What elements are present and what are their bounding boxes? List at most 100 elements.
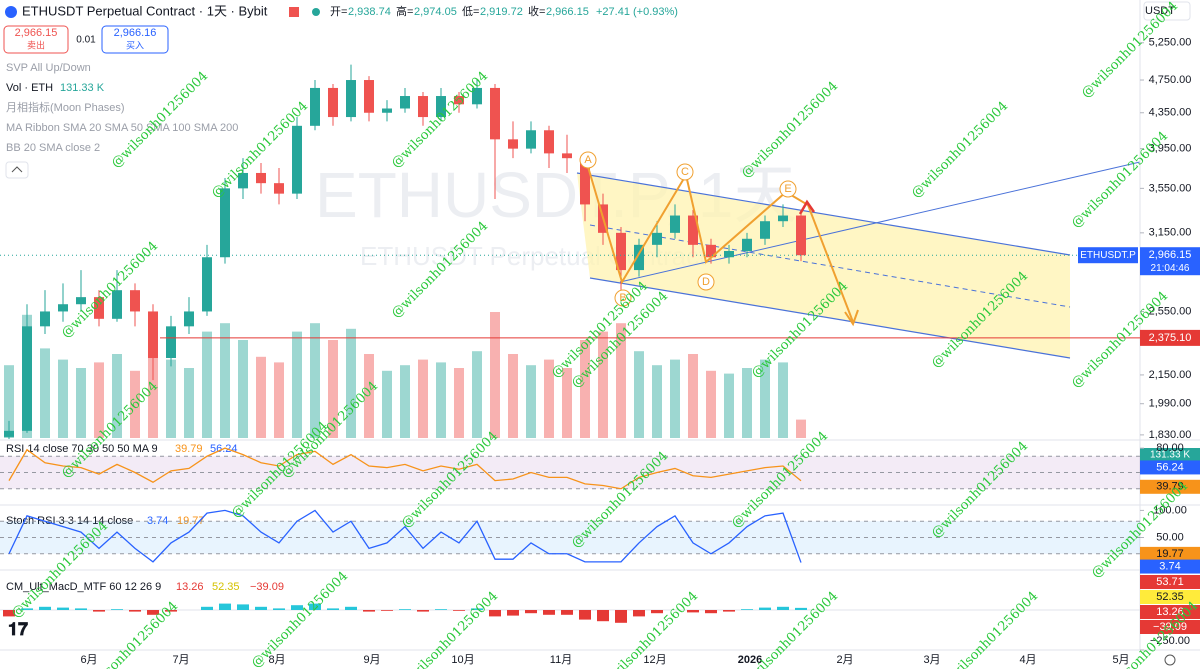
- axis-tag-label: −39.09: [1153, 621, 1187, 633]
- candle-body: [472, 87, 482, 105]
- volume-bar: [274, 362, 284, 438]
- collapse-button[interactable]: [5, 161, 29, 179]
- time-label: 7月: [172, 654, 189, 666]
- volume-bar: [562, 368, 572, 438]
- macd-bar: [705, 610, 717, 614]
- quote-label: 收=: [528, 4, 545, 18]
- volume-tag-label: 131.33 K: [1150, 450, 1190, 461]
- axis-tag-label: 52.35: [1156, 591, 1184, 603]
- time-label: 3月: [923, 654, 940, 666]
- indicator[interactable]: SVP All Up/Down: [6, 62, 91, 74]
- macd-bar: [723, 610, 735, 612]
- indicator[interactable]: BB 20 SMA close 2: [6, 142, 100, 154]
- volume-bar: [130, 370, 140, 438]
- volume-tag: [1140, 448, 1200, 462]
- volume-bar: [418, 359, 428, 438]
- candle-body: [760, 221, 770, 239]
- indicator[interactable]: Vol · ETH: [6, 82, 53, 94]
- time-label: 4月: [1019, 654, 1036, 666]
- candle-body: [796, 215, 806, 256]
- tick-label: −250.00: [1150, 635, 1190, 647]
- macd-bar: [201, 606, 213, 610]
- macd-bar: [327, 608, 339, 610]
- volume-bar: [796, 419, 806, 438]
- logo: [5, 6, 17, 18]
- candle-body: [436, 96, 446, 118]
- price-tag-label: 2,966.15: [1149, 249, 1192, 261]
- candle-body: [706, 244, 716, 258]
- macd-bar: [345, 606, 357, 610]
- settings-icon[interactable]: [1164, 654, 1176, 666]
- indicator[interactable]: 月相指标(Moon Phases): [6, 100, 125, 114]
- candle-body: [184, 311, 194, 327]
- channel-mid: [589, 224, 1071, 308]
- macd-bar: [561, 610, 573, 615]
- macd-bar: [165, 610, 177, 612]
- buy-button[interactable]: [101, 25, 169, 54]
- volume-bar: [202, 331, 212, 438]
- axis-tag: [1140, 559, 1200, 574]
- currency-box[interactable]: [1143, 1, 1191, 21]
- candle-body: [742, 238, 752, 251]
- macd-legend-value: −39.09: [250, 581, 284, 593]
- volume-bar: [670, 359, 680, 438]
- quantity[interactable]: 0.01: [76, 35, 96, 46]
- candle-body: [562, 153, 572, 159]
- point-label: C: [681, 166, 689, 178]
- flag-icon[interactable]: [289, 7, 299, 17]
- price-tick-label: 5,250.00: [1149, 37, 1192, 49]
- volume-bar: [112, 354, 122, 438]
- point-label: E: [784, 183, 791, 195]
- macd-bar: [219, 603, 231, 610]
- macd-bar: [417, 610, 429, 612]
- axis-tag: [1140, 460, 1200, 475]
- quote-label: 高=: [396, 4, 413, 18]
- time-label: 8月: [268, 654, 285, 666]
- macd-bar: [435, 609, 447, 610]
- sell-price[interactable]: 2,966.15: [15, 27, 58, 39]
- quote-change: +27.41 (+0.93%): [596, 6, 678, 18]
- volume-bar: [472, 351, 482, 438]
- axis-tag-label: 39.79: [1156, 481, 1184, 493]
- macd-bar: [309, 603, 321, 610]
- volume-bar: [328, 340, 338, 438]
- sell-label[interactable]: 卖出: [27, 39, 45, 50]
- macd-bar: [363, 610, 375, 612]
- volume-bar: [544, 359, 554, 438]
- price-tick-label: 1,990.00: [1149, 398, 1192, 410]
- chevron: [11, 166, 23, 173]
- volume-bar: [688, 354, 698, 438]
- volume-bar: [94, 362, 104, 438]
- buy-label[interactable]: 买入: [126, 40, 144, 50]
- sell-button[interactable]: [3, 25, 69, 54]
- red-arrow: [798, 199, 816, 215]
- symbol-title: ETHUSDT Perpetual Contract · 1天 · Bybit: [22, 3, 268, 18]
- macd-bar: [255, 606, 267, 610]
- symbol-tag: [1078, 247, 1138, 264]
- rsi-title: RSI 14 close 70 30 50 50 MA 9: [6, 443, 158, 455]
- price-tick-label: 3,150.00: [1149, 227, 1192, 239]
- indicator[interactable]: MA Ribbon SMA 20 SMA 50 SMA 100 SMA 200: [6, 122, 238, 134]
- candle-body: [346, 80, 356, 118]
- buy-price[interactable]: 2,966.16: [114, 27, 157, 39]
- axis-tag: [1140, 575, 1200, 589]
- volume-bar: [490, 312, 500, 438]
- candle-body: [778, 215, 788, 222]
- tv-logo[interactable]: 𝟏𝟕: [8, 619, 28, 639]
- price-tick-label: 4,350.00: [1149, 107, 1192, 119]
- macd-bar: [777, 606, 789, 610]
- candle-body: [274, 183, 284, 194]
- macd-bar: [237, 604, 249, 610]
- rsi-legend-value: 39.79: [175, 443, 203, 455]
- candle-body: [508, 139, 518, 149]
- macd-bar: [453, 610, 465, 611]
- currency[interactable]: USDT: [1145, 5, 1175, 17]
- candle-body: [112, 290, 122, 319]
- point-label: B: [619, 292, 626, 304]
- pattern-arrow: [844, 309, 859, 327]
- channel-fill: [577, 173, 1070, 358]
- macd-bar: [579, 610, 591, 620]
- macd-bar: [651, 610, 663, 614]
- macd-bar: [489, 610, 501, 617]
